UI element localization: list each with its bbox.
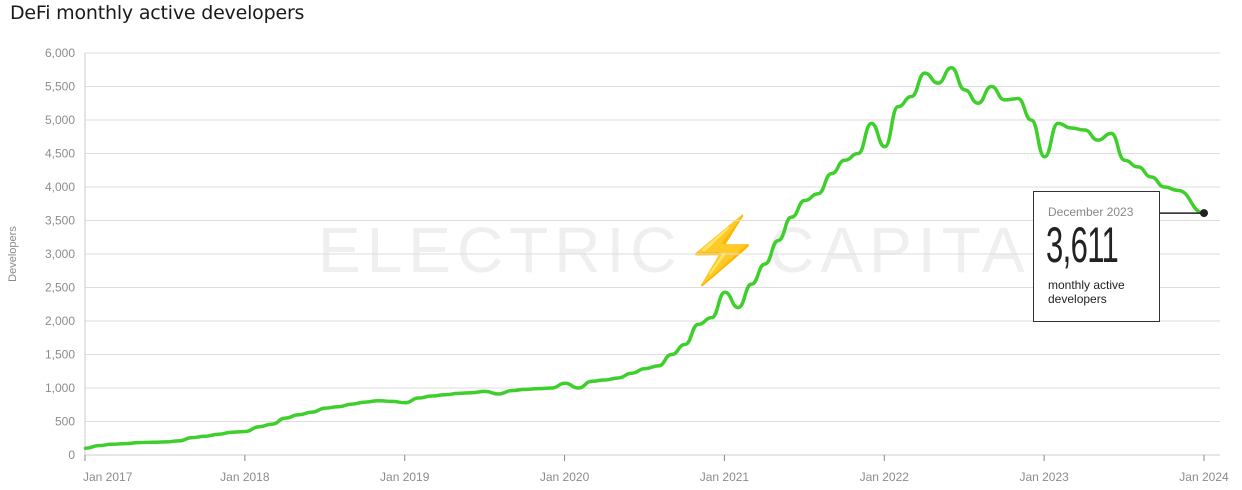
y-tick-label: 2,500 bbox=[45, 281, 75, 295]
watermark: ELECTRIC⚡CAPITAL bbox=[318, 214, 1072, 288]
y-tick-label: 4,000 bbox=[45, 180, 75, 194]
x-axis-ticks: Jan 2017 Jan 2018 Jan 2019 Jan 2020 Jan 2021… bbox=[83, 455, 1229, 484]
callout-date: December 2023 bbox=[1048, 205, 1134, 219]
y-tick-label: 1,000 bbox=[45, 381, 75, 395]
y-axis-ticks: 0 500 1,000 1,500 2,000 2,500 3,000 3,500 4,000 4… bbox=[45, 46, 75, 462]
y-tick-label: 1,500 bbox=[45, 348, 75, 362]
end-point-marker[interactable] bbox=[1200, 209, 1208, 218]
y-tick-label: 5,000 bbox=[45, 113, 75, 127]
callout-value: 3,611 bbox=[1046, 217, 1119, 273]
y-tick-label: 0 bbox=[68, 448, 75, 462]
y-tick-label: 2,000 bbox=[45, 314, 75, 328]
x-tick-label: Jan 2018 bbox=[220, 470, 270, 484]
x-tick-label: Jan 2021 bbox=[700, 470, 750, 484]
y-tick-label: 3,500 bbox=[45, 214, 75, 228]
y-tick-label: 4,500 bbox=[45, 147, 75, 161]
grid-lines bbox=[84, 52, 1220, 456]
x-tick-label: Jan 2020 bbox=[540, 470, 590, 484]
x-tick-label: Jan 2024 bbox=[1179, 470, 1229, 484]
y-tick-label: 500 bbox=[55, 415, 75, 429]
data-line bbox=[83, 65, 1206, 451]
callout-box: December 2023 3,611 monthly active devel… bbox=[1033, 191, 1160, 322]
y-tick-label: 3,000 bbox=[45, 247, 75, 261]
callout-description: monthly active developers bbox=[1048, 278, 1125, 306]
y-tick-label: 5,500 bbox=[45, 80, 75, 94]
x-tick-label: Jan 2019 bbox=[380, 470, 430, 484]
chart-title: DeFi monthly active developers bbox=[10, 2, 305, 24]
x-tick-label: Jan 2023 bbox=[1019, 470, 1069, 484]
x-tick-label: Jan 2017 bbox=[83, 470, 133, 484]
y-tick-label: 6,000 bbox=[45, 46, 75, 60]
x-tick-label: Jan 2022 bbox=[860, 470, 910, 484]
